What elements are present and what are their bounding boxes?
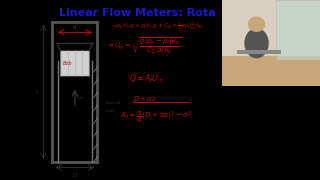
Text: D: D: [73, 173, 77, 178]
Text: $Q = A_f U_m$: $Q = A_f U_m$: [129, 72, 164, 85]
Bar: [276, 0, 320, 60]
Text: Linear Flow Meters: Rota: Linear Flow Meters: Rota: [59, 8, 216, 18]
Ellipse shape: [244, 28, 269, 58]
Text: d: d: [73, 25, 76, 30]
Text: tube: tube: [104, 109, 115, 113]
Bar: [222, 0, 320, 56]
Text: $D + \alpha z$: $D + \alpha z$: [133, 94, 157, 103]
Text: Bob: Bob: [63, 60, 72, 66]
Text: $U_m$: $U_m$: [77, 93, 86, 102]
Text: Tapered: Tapered: [104, 101, 120, 105]
Text: $-\rho_b V_b g + \rho_f V_b g + C_D \times \frac{1}{2}\rho_f U_m^2 A_b$: $-\rho_b V_b g + \rho_f V_b g + C_D \tim…: [111, 20, 203, 32]
Text: L: L: [36, 89, 38, 94]
Text: $A_f = \dfrac{\pi}{4}(D+\alpha z)^2 - d^2$: $A_f = \dfrac{\pi}{4}(D+\alpha z)^2 - d^…: [120, 109, 192, 125]
Bar: [60, 50, 90, 76]
Circle shape: [248, 16, 265, 32]
Bar: [222, 56, 320, 86]
Text: $\Rightarrow U_m = \sqrt{\dfrac{g(\rho_b - \rho_f)V_b}{C_D\,\rho_f\,A_b}}$: $\Rightarrow U_m = \sqrt{\dfrac{g(\rho_b…: [106, 35, 182, 55]
Bar: [237, 50, 281, 54]
